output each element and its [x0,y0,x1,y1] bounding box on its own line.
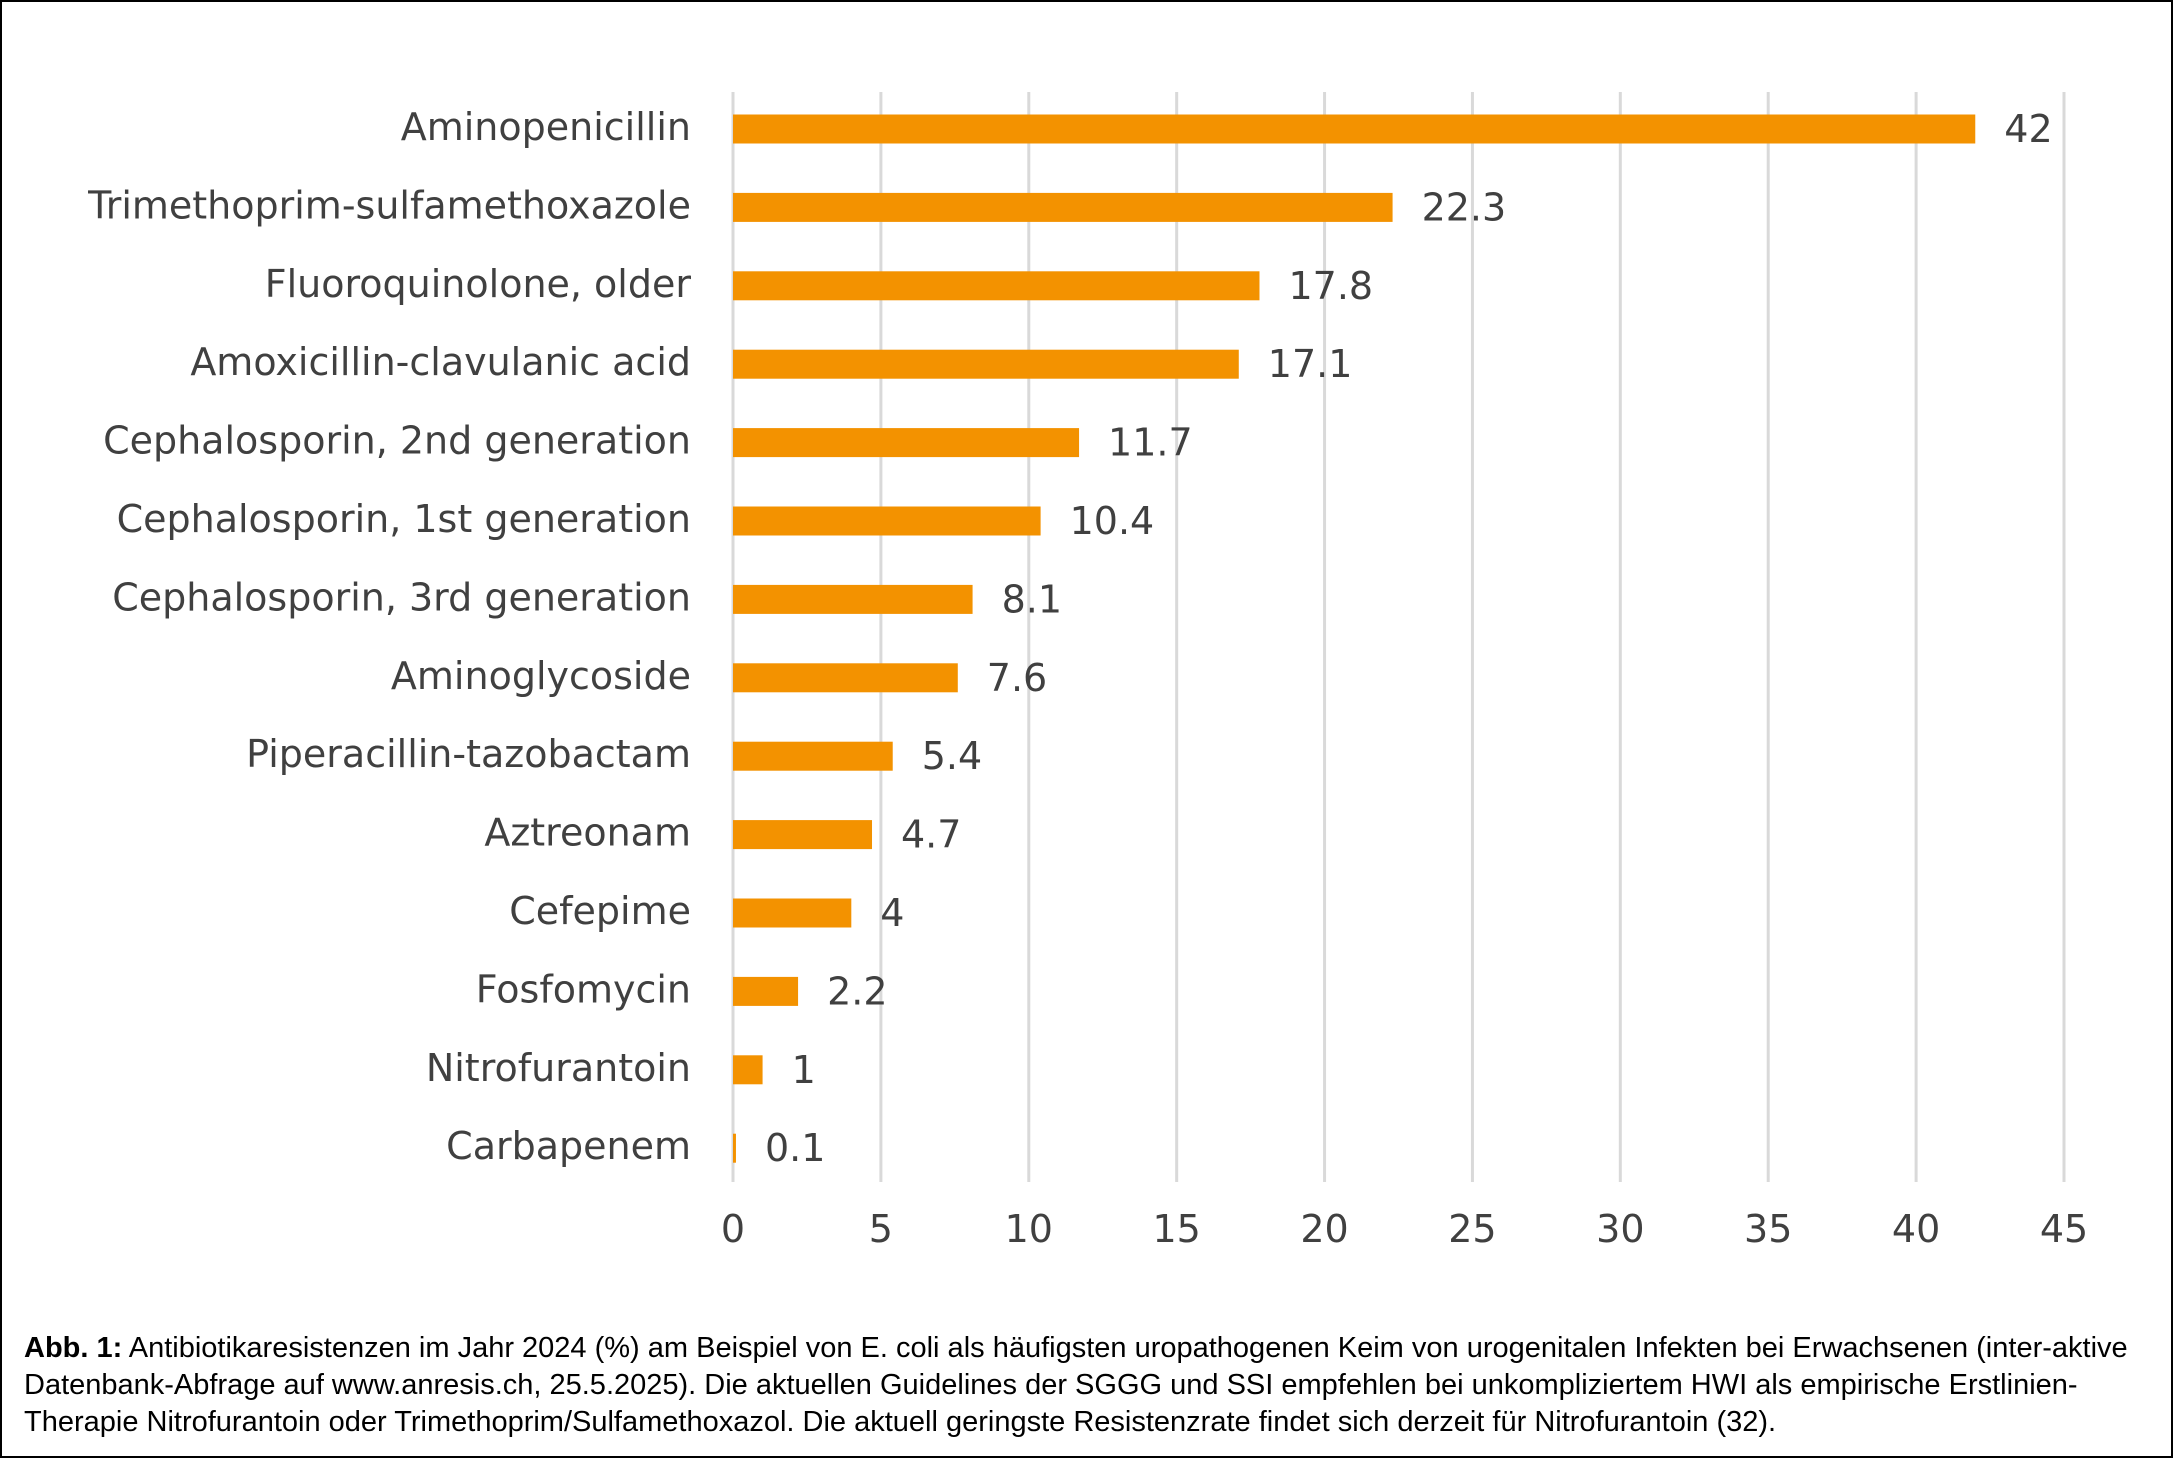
data-label: 17.1 [1268,342,1353,386]
bar [733,820,873,850]
bar [733,114,1976,144]
category-label: Cephalosporin, 1st generation [117,497,691,541]
data-label: 4.7 [901,813,961,857]
category-label: Cephalosporin, 3rd generation [112,575,691,619]
category-label: Cefepime [509,889,691,933]
category-label: Aminopenicillin [401,105,691,149]
x-tick-label: 40 [1892,1207,1940,1251]
data-label: 22.3 [1422,185,1507,229]
bar [733,506,1041,536]
bar [733,976,799,1006]
category-label: Trimethoprim-sulfamethoxazole [87,183,691,227]
x-tick-label: 20 [1300,1207,1348,1251]
gridlines [731,92,2066,1182]
x-tick-label: 35 [1744,1207,1792,1251]
category-label: Cephalosporin, 2nd generation [103,419,691,463]
x-tick-label: 25 [1448,1207,1496,1251]
data-label: 7.6 [987,656,1047,700]
value-labels: 42 22.3 17.8 17.1 11.7 10.48.1 7.65.4 4.7 4 2.21 0… [765,107,2053,1170]
figure-caption: Abb. 1: Antibiotikaresistenzen im Jahr 2… [24,1330,2144,1441]
category-label: Amoxicillin-clavulanic acid [190,340,691,384]
bar [733,192,1393,222]
bar [733,663,958,693]
x-tick-label: 0 [721,1207,745,1251]
x-tick-label: 15 [1152,1207,1200,1251]
category-label: Aminoglycoside [391,654,691,698]
bar [733,1055,763,1085]
bar [733,428,1080,458]
data-label: 11.7 [1108,421,1193,465]
caption-label: Abb. 1: [24,1332,123,1364]
data-label: 8.1 [1002,577,1062,621]
data-label: 2.2 [827,969,887,1013]
category-label: Fosfomycin [476,967,691,1011]
bars [733,114,1976,1163]
category-label: Piperacillin-tazobactam [246,732,691,776]
category-label: Fluoroquinolone, older [265,262,692,306]
bar [733,584,973,614]
data-label: 0.1 [765,1126,825,1170]
caption-text: Antibiotikaresistenzen im Jahr 2024 (%) … [24,1332,2128,1438]
bar [733,1133,736,1163]
data-label: 17.8 [1288,264,1373,308]
x-tick-labels: 0 5 10 15 20 25 30 35 40 45 [721,1207,2088,1251]
category-label: Carbapenem [446,1124,691,1168]
x-tick-label: 5 [869,1207,893,1251]
bar [733,898,852,928]
data-label: 5.4 [922,734,982,778]
bar [733,741,893,771]
category-label: Nitrofurantoin [426,1046,691,1090]
bar [733,271,1260,301]
data-label: 4 [880,891,904,935]
category-label: Aztreonam [484,811,691,855]
bar-chart: 4222.317.817.111.710.48.17.65.44.742.210… [87,92,2088,1251]
data-label: 1 [792,1048,816,1092]
x-tick-label: 10 [1005,1207,1053,1251]
data-label: 10.4 [1070,499,1155,543]
x-tick-label: 30 [1596,1207,1644,1251]
bar [733,349,1239,379]
data-label: 42 [2004,107,2052,151]
x-tick-label: 45 [2040,1207,2088,1251]
category-labels: Aminopenicillin Trimethoprim-sulfamethoxa… [87,105,691,1168]
